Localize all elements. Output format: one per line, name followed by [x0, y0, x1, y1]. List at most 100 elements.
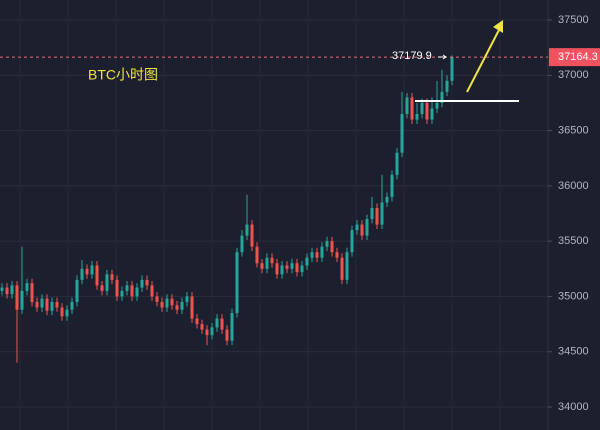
last-price-box	[549, 48, 600, 67]
candle-body	[200, 324, 204, 330]
candles	[0, 55, 548, 363]
candle-body	[355, 224, 359, 231]
y-axis: 34000 34500 35000 35500 36000 36500 37000 37500…	[548, 14, 600, 413]
candle-body	[415, 113, 419, 120]
candle-body	[405, 97, 409, 114]
candle-body	[215, 318, 219, 328]
candle-body	[95, 265, 99, 286]
candle-body	[130, 285, 134, 297]
y-tick-label: 35500	[558, 235, 589, 247]
candle-body	[265, 257, 269, 269]
candle-body	[20, 290, 24, 310]
candle-body	[60, 307, 64, 317]
candle-body	[345, 252, 349, 280]
y-tick-label: 34000	[558, 401, 589, 413]
candle-body	[225, 329, 229, 341]
candle-body	[205, 329, 209, 336]
candle-body	[240, 235, 244, 253]
candle-body	[300, 265, 304, 273]
candle-body	[365, 219, 369, 236]
y-tick-label: 37000	[558, 69, 589, 81]
candle-body	[90, 265, 94, 275]
candle-body	[445, 80, 449, 92]
candle-body	[375, 207, 379, 225]
candle-body	[175, 305, 179, 310]
candle-body	[430, 108, 434, 120]
candle-body	[390, 174, 394, 197]
candle-body	[330, 241, 334, 253]
annotation-arrowhead	[442, 54, 447, 60]
candle-body	[160, 301, 164, 308]
candle-body	[290, 263, 294, 269]
grid	[0, 0, 549, 430]
candle-body	[170, 298, 174, 306]
candle-body	[125, 285, 129, 291]
candle-body	[310, 252, 314, 258]
candle-body	[350, 230, 354, 253]
candle-body	[180, 301, 184, 310]
candle-body	[185, 296, 189, 302]
candle-body	[115, 279, 119, 297]
candle-body	[120, 290, 124, 297]
candle-body	[165, 298, 169, 308]
candle-body	[70, 301, 74, 310]
y-tick-label: 36000	[558, 180, 589, 192]
candle-body	[55, 301, 59, 308]
candle-body	[140, 279, 144, 288]
candle-body	[10, 285, 14, 295]
candle-body	[235, 252, 239, 314]
candle-body	[285, 265, 289, 269]
candle-body	[25, 283, 29, 291]
candle-body	[395, 152, 399, 175]
candle-body	[370, 207, 374, 220]
candle-body	[410, 97, 414, 120]
candle-body	[400, 113, 404, 153]
candle-body	[110, 274, 114, 280]
candle-body	[50, 301, 54, 311]
candle-body	[65, 309, 69, 317]
high-annotation: 37179.9	[392, 50, 432, 62]
last-price-label: 37164.3	[558, 51, 598, 63]
candle-body	[385, 196, 389, 203]
candle-body	[85, 268, 89, 275]
candle-body	[340, 257, 344, 280]
candle-body	[100, 285, 104, 291]
candle-body	[45, 298, 49, 311]
y-tick-label: 36500	[558, 124, 589, 136]
candle-body	[280, 265, 284, 275]
candle-body	[190, 296, 194, 319]
candle-body	[150, 285, 154, 297]
candle-body	[0, 287, 4, 291]
candle-body	[15, 285, 19, 310]
candle-body	[35, 301, 39, 308]
candle-body	[255, 246, 259, 264]
candle-body	[335, 252, 339, 258]
candle-body	[305, 257, 309, 266]
candle-body	[275, 263, 279, 275]
candle-body	[230, 313, 234, 341]
candle-body	[195, 318, 199, 325]
y-tick-label: 34500	[558, 346, 589, 358]
y-tick-label: 37500	[558, 14, 589, 26]
candle-body	[135, 287, 139, 297]
candle-body	[210, 327, 214, 336]
candle-body	[80, 268, 84, 280]
trend-arrow	[466, 27, 501, 93]
candle-body	[105, 274, 109, 291]
candle-body	[245, 224, 249, 236]
trend-arrowhead	[493, 20, 503, 33]
candle-body	[260, 263, 264, 269]
candle-body	[425, 102, 429, 120]
candle-body	[5, 287, 9, 295]
candle-body	[295, 263, 299, 273]
candle-body	[250, 224, 254, 247]
chart-title: BTC小时图	[88, 67, 158, 83]
candle-body	[270, 257, 274, 264]
candle-body	[325, 241, 329, 247]
candle-body	[75, 279, 79, 302]
candle-body	[450, 57, 454, 81]
candle-body	[220, 318, 224, 330]
